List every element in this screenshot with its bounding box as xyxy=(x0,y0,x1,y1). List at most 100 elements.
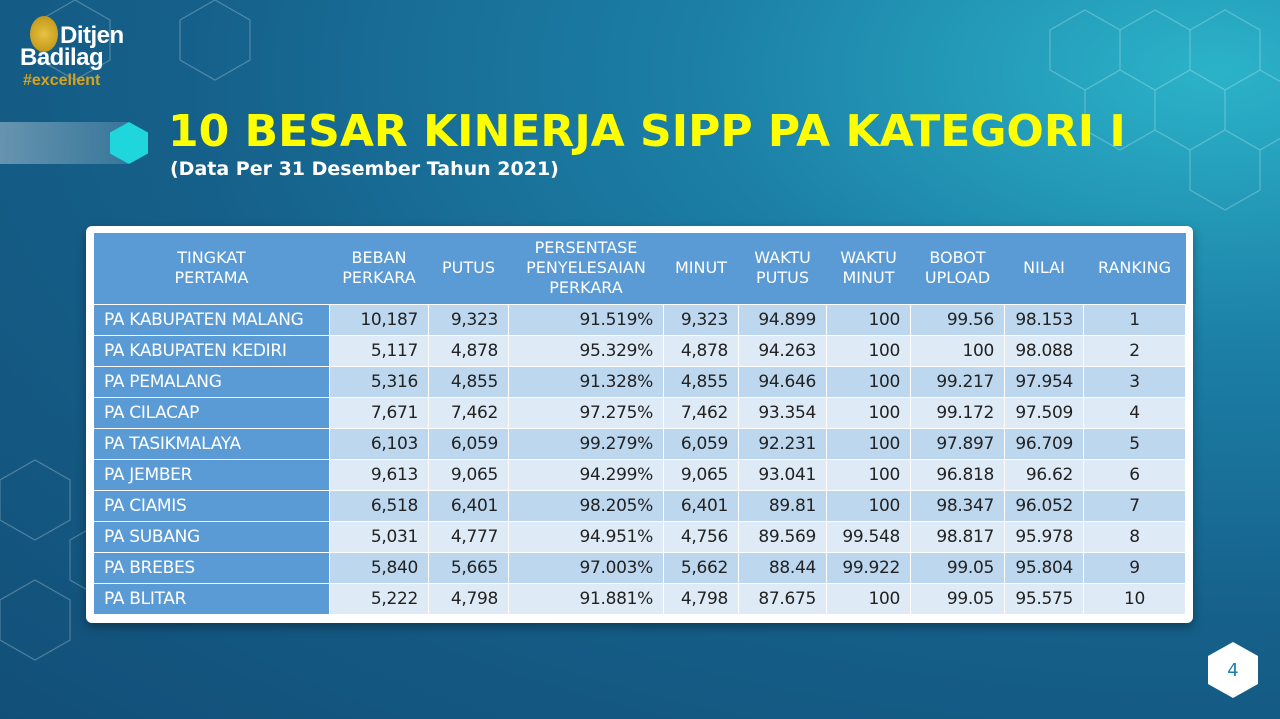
table-cell: 89.81 xyxy=(738,489,827,522)
table-cell: 97.003% xyxy=(508,551,664,584)
table-cell: 6,059 xyxy=(663,427,739,460)
column-header: PUTUS xyxy=(428,233,509,304)
table-cell: 7,671 xyxy=(329,396,429,429)
table-cell: 94.951% xyxy=(508,520,664,553)
table-cell: 8 xyxy=(1083,520,1186,553)
table-cell: 2 xyxy=(1083,334,1186,367)
table-cell: 5,662 xyxy=(663,551,739,584)
table-cell: 95.329% xyxy=(508,334,664,367)
table-cell: 98.347 xyxy=(910,489,1005,522)
logo-line1: Ditjen xyxy=(60,22,124,49)
table-cell: 94.899 xyxy=(738,303,827,336)
table-cell: 5,316 xyxy=(329,365,429,398)
table-cell: 4,878 xyxy=(663,334,739,367)
court-name-cell: PA KABUPATEN KEDIRI xyxy=(93,334,330,367)
table-cell: 5,840 xyxy=(329,551,429,584)
table-cell: 1 xyxy=(1083,303,1186,336)
table-cell: 6,401 xyxy=(663,489,739,522)
table-cell: 4,855 xyxy=(428,365,509,398)
table-cell: 97.897 xyxy=(910,427,1005,460)
table-cell: 99.56 xyxy=(910,303,1005,336)
table-cell: 100 xyxy=(826,303,911,336)
table-cell: 9,613 xyxy=(329,458,429,491)
table-cell: 4,756 xyxy=(663,520,739,553)
table-cell: 9,323 xyxy=(428,303,509,336)
table-cell: 97.509 xyxy=(1004,396,1084,429)
table-cell: 5,031 xyxy=(329,520,429,553)
court-name-cell: PA PEMALANG xyxy=(93,365,330,398)
table-cell: 100 xyxy=(910,334,1005,367)
table-cell: 100 xyxy=(826,458,911,491)
table-cell: 4,878 xyxy=(428,334,509,367)
table-row: PA BREBES 5,840 5,665 97.003% 5,662 88.44 99.9… xyxy=(93,551,1186,584)
column-header: RANKING xyxy=(1083,233,1186,304)
page-number: 4 xyxy=(1208,642,1258,698)
table-cell: 91.328% xyxy=(508,365,664,398)
court-name-cell: PA BREBES xyxy=(93,551,330,584)
ditjen-badilag-logo: Ditjen Badilag #excellent xyxy=(20,14,140,94)
table-cell: 93.354 xyxy=(738,396,827,429)
column-header: MINUT xyxy=(663,233,739,304)
court-name-cell: PA CIAMIS xyxy=(93,489,330,522)
table-cell: 7,462 xyxy=(663,396,739,429)
table-cell: 99.05 xyxy=(910,551,1005,584)
table-cell: 94.646 xyxy=(738,365,827,398)
table-cell: 95.804 xyxy=(1004,551,1084,584)
slide-title: 10 BESAR KINERJA SIPP PA KATEGORI I xyxy=(168,106,1126,157)
table-row: PA KABUPATEN MALANG 10,187 9,323 91.519% 9,3… xyxy=(93,303,1186,336)
table-cell: 9,065 xyxy=(428,458,509,491)
court-name-cell: PA KABUPATEN MALANG xyxy=(93,303,330,336)
table-cell: 4,777 xyxy=(428,520,509,553)
table-cell: 99.217 xyxy=(910,365,1005,398)
table-cell: 4,855 xyxy=(663,365,739,398)
table-cell: 4 xyxy=(1083,396,1186,429)
table-cell: 5,117 xyxy=(329,334,429,367)
table-row: PA CIAMIS 6,518 6,401 98.205% 6,401 89.81 100 9… xyxy=(93,489,1186,522)
table-cell: 5,665 xyxy=(428,551,509,584)
table-cell: 100 xyxy=(826,365,911,398)
table-cell: 10,187 xyxy=(329,303,429,336)
logo-line2: Badilag xyxy=(20,44,104,71)
table-cell: 91.519% xyxy=(508,303,664,336)
table-row: PA JEMBER 9,613 9,065 94.299% 9,065 93.041 100… xyxy=(93,458,1186,491)
table-cell: 94.299% xyxy=(508,458,664,491)
court-name-cell: PA TASIKMALAYA xyxy=(93,427,330,460)
table-cell: 5 xyxy=(1083,427,1186,460)
table-cell: 100 xyxy=(826,396,911,429)
table-cell: 92.231 xyxy=(738,427,827,460)
table-cell: 99.548 xyxy=(826,520,911,553)
table-cell: 6,059 xyxy=(428,427,509,460)
table-cell: 97.954 xyxy=(1004,365,1084,398)
table-cell: 99.172 xyxy=(910,396,1005,429)
table-cell: 97.275% xyxy=(508,396,664,429)
table-cell: 3 xyxy=(1083,365,1186,398)
table-cell: 6,103 xyxy=(329,427,429,460)
column-header: WAKTU MINUT xyxy=(826,233,911,304)
table-cell: 100 xyxy=(826,582,911,615)
table-cell: 96.818 xyxy=(910,458,1005,491)
table-cell: 99.922 xyxy=(826,551,911,584)
table-row: PA CILACAP 7,671 7,462 97.275% 7,462 93.354 10… xyxy=(93,396,1186,429)
table-cell: 95.978 xyxy=(1004,520,1084,553)
table-cell: 99.05 xyxy=(910,582,1005,615)
table-cell: 6,518 xyxy=(329,489,429,522)
table-cell: 10 xyxy=(1083,582,1186,615)
table-cell: 91.881% xyxy=(508,582,664,615)
column-header: BEBAN PERKARA xyxy=(329,233,429,304)
table-cell: 96.62 xyxy=(1004,458,1084,491)
table-cell: 6 xyxy=(1083,458,1186,491)
table-cell: 4,798 xyxy=(663,582,739,615)
court-name-cell: PA JEMBER xyxy=(93,458,330,491)
table-row: PA SUBANG 5,031 4,777 94.951% 4,756 89.569 99.… xyxy=(93,520,1186,553)
table-cell: 7,462 xyxy=(428,396,509,429)
table-cell: 100 xyxy=(826,427,911,460)
table-row: PA PEMALANG 5,316 4,855 91.328% 4,855 94.646 1… xyxy=(93,365,1186,398)
table-cell: 7 xyxy=(1083,489,1186,522)
column-header: BOBOT UPLOAD xyxy=(910,233,1005,304)
table-cell: 96.709 xyxy=(1004,427,1084,460)
table-row: PA TASIKMALAYA 6,103 6,059 99.279% 6,059 92.2… xyxy=(93,427,1186,460)
court-name-cell: PA BLITAR xyxy=(93,582,330,615)
table-cell: 9 xyxy=(1083,551,1186,584)
table-cell: 9,323 xyxy=(663,303,739,336)
table-cell: 98.153 xyxy=(1004,303,1084,336)
